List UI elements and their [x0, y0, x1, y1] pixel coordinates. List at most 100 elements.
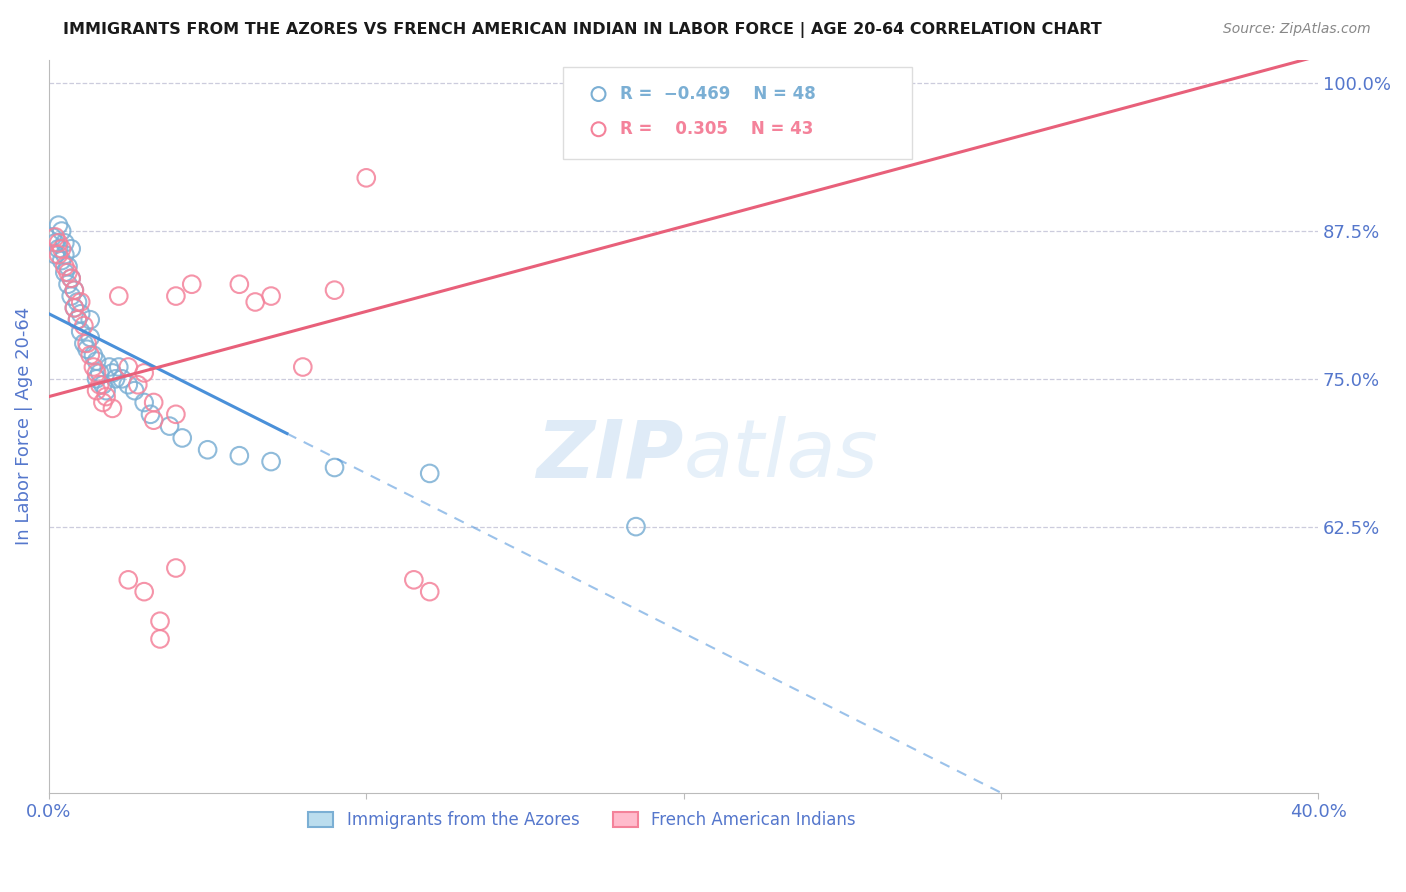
Point — [91, 377, 114, 392]
Point — [94, 390, 117, 404]
Point — [419, 584, 441, 599]
Point — [44, 248, 66, 262]
Point — [86, 354, 108, 368]
Point — [94, 384, 117, 398]
Point — [323, 283, 346, 297]
Point — [197, 442, 219, 457]
Point — [117, 377, 139, 392]
Point — [419, 467, 441, 481]
Point — [53, 260, 76, 274]
Point — [291, 359, 314, 374]
Point — [56, 260, 79, 274]
Point — [134, 366, 156, 380]
Legend: Immigrants from the Azores, French American Indians: Immigrants from the Azores, French Ameri… — [302, 805, 862, 836]
Point — [60, 271, 83, 285]
Point — [48, 248, 70, 262]
Point — [69, 307, 91, 321]
Point — [104, 372, 127, 386]
Point — [63, 301, 86, 315]
Point — [53, 248, 76, 262]
Point — [323, 460, 346, 475]
Y-axis label: In Labor Force | Age 20-64: In Labor Force | Age 20-64 — [15, 307, 32, 545]
Point — [101, 401, 124, 416]
Point — [124, 384, 146, 398]
Point — [260, 289, 283, 303]
Point — [51, 253, 73, 268]
Point — [44, 230, 66, 244]
Point — [149, 632, 172, 646]
Point — [79, 312, 101, 326]
Point — [66, 312, 89, 326]
Point — [127, 377, 149, 392]
Text: IMMIGRANTS FROM THE AZORES VS FRENCH AMERICAN INDIAN IN LABOR FORCE | AGE 20-64 : IMMIGRANTS FROM THE AZORES VS FRENCH AME… — [63, 22, 1102, 38]
Point — [63, 283, 86, 297]
Point — [69, 295, 91, 310]
Point — [165, 561, 187, 575]
Point — [117, 359, 139, 374]
Point — [228, 277, 250, 292]
Point — [41, 230, 63, 244]
Point — [56, 277, 79, 292]
Point — [73, 318, 96, 333]
Point — [89, 377, 111, 392]
Point — [149, 614, 172, 628]
Point — [180, 277, 202, 292]
Text: Source: ZipAtlas.com: Source: ZipAtlas.com — [1223, 22, 1371, 37]
Text: atlas: atlas — [683, 417, 879, 494]
Point — [82, 348, 104, 362]
Point — [165, 289, 187, 303]
Point — [86, 366, 108, 380]
Text: R =    0.305    N = 43: R = 0.305 N = 43 — [620, 120, 814, 138]
Point — [86, 384, 108, 398]
Point — [79, 348, 101, 362]
Point — [101, 366, 124, 380]
Point — [134, 584, 156, 599]
Point — [107, 289, 129, 303]
Point — [51, 242, 73, 256]
Point — [66, 295, 89, 310]
Point — [107, 359, 129, 374]
Point — [165, 407, 187, 421]
Point — [69, 325, 91, 339]
Point — [56, 265, 79, 279]
Point — [91, 395, 114, 409]
Point — [79, 330, 101, 344]
Point — [60, 242, 83, 256]
Point — [111, 372, 134, 386]
Point — [139, 407, 162, 421]
Point — [142, 413, 165, 427]
Point — [48, 218, 70, 232]
Point — [66, 312, 89, 326]
Text: R =  −0.469    N = 48: R = −0.469 N = 48 — [620, 85, 815, 103]
Point — [76, 343, 98, 357]
Point — [82, 359, 104, 374]
Point — [142, 395, 165, 409]
Point — [73, 336, 96, 351]
Point — [53, 235, 76, 250]
Point — [245, 295, 267, 310]
Point — [624, 519, 647, 533]
Point — [51, 224, 73, 238]
Point — [44, 235, 66, 250]
Point — [60, 289, 83, 303]
Point — [356, 170, 378, 185]
Point — [48, 235, 70, 250]
Point — [260, 454, 283, 468]
Point — [134, 395, 156, 409]
Point — [228, 449, 250, 463]
Point — [402, 573, 425, 587]
Point — [86, 372, 108, 386]
FancyBboxPatch shape — [562, 67, 912, 159]
Point — [98, 359, 121, 374]
Point — [63, 283, 86, 297]
Point — [117, 573, 139, 587]
Text: ZIP: ZIP — [536, 417, 683, 494]
Point — [76, 336, 98, 351]
Point — [53, 265, 76, 279]
Point — [48, 242, 70, 256]
Point — [172, 431, 194, 445]
Point — [89, 366, 111, 380]
Point — [63, 301, 86, 315]
Point — [159, 419, 181, 434]
Point — [60, 271, 83, 285]
